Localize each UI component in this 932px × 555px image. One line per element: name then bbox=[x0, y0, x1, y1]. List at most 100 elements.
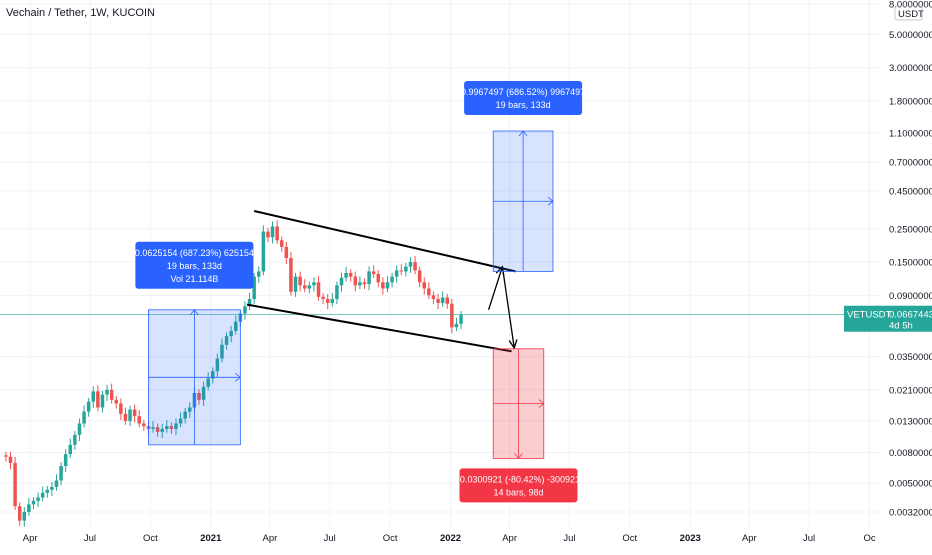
candle-body bbox=[275, 226, 279, 241]
candle-body bbox=[339, 277, 344, 286]
measure-first-label-bg bbox=[135, 241, 254, 289]
candle-body bbox=[321, 296, 325, 300]
time-tick-label: Jul bbox=[563, 533, 575, 544]
candle-body bbox=[211, 371, 215, 379]
candle-body bbox=[459, 314, 463, 324]
candle-body bbox=[197, 392, 201, 400]
candle-body bbox=[307, 285, 312, 289]
candle-body bbox=[17, 506, 22, 521]
candle-body bbox=[445, 297, 449, 304]
currency-box bbox=[894, 5, 923, 21]
candle-body bbox=[188, 407, 192, 412]
measure-up-label-line: 0.9967497 (686.52%) 9967497 bbox=[461, 87, 585, 97]
candle-body bbox=[224, 336, 229, 345]
measure-up-label-bg bbox=[464, 81, 583, 116]
candle-body bbox=[279, 240, 284, 247]
candle-body bbox=[399, 270, 404, 272]
chart-title: Vechain / Tether, 1W, KUCOIN bbox=[6, 7, 155, 19]
candle-body bbox=[128, 409, 132, 421]
candle-body bbox=[298, 276, 302, 286]
candle-body bbox=[302, 285, 307, 289]
candle-body bbox=[344, 272, 348, 278]
candle-body bbox=[394, 270, 399, 277]
candle-body bbox=[160, 428, 164, 432]
last-price-countdown: 4d 5h bbox=[889, 321, 913, 332]
candle-body bbox=[390, 276, 394, 283]
price-tick-label: 0.4500000 bbox=[889, 186, 932, 197]
candle-body bbox=[215, 358, 220, 372]
currency-label: USDT bbox=[898, 9, 924, 20]
measure-up-varrow bbox=[518, 130, 528, 137]
price-tick-label: 0.0130000 bbox=[889, 416, 932, 427]
candle-body bbox=[408, 262, 413, 267]
measure-down-harrow bbox=[538, 399, 545, 408]
candle-body bbox=[4, 455, 8, 457]
candle-body bbox=[100, 394, 105, 408]
time-axis[interactable]: Apr Jul Oct 2021 Apr Jul Oct 2022 Apr Jul Oct 2023 A… bbox=[0, 528, 932, 550]
candle-body bbox=[132, 409, 137, 417]
channel-upper-line bbox=[253, 209, 516, 273]
projection-arrow-down bbox=[501, 266, 515, 349]
channel-lower-line bbox=[246, 303, 512, 353]
candle-body bbox=[431, 295, 436, 300]
candle-body bbox=[63, 454, 68, 466]
candle-body bbox=[45, 489, 50, 493]
candle-body bbox=[183, 411, 187, 419]
measure-up-label-line: 19 bars, 133d bbox=[496, 100, 551, 110]
last-price-symbol: VETUSDT bbox=[847, 310, 892, 321]
candle-body bbox=[40, 492, 45, 498]
time-tick-label: 2023 bbox=[680, 533, 701, 544]
candle-body bbox=[109, 389, 114, 400]
candle-body bbox=[86, 401, 91, 412]
candle-body bbox=[137, 416, 141, 424]
candle-body bbox=[312, 282, 316, 286]
candle-body bbox=[31, 500, 36, 505]
time-tick-label: Oct bbox=[143, 533, 158, 544]
candle-body bbox=[330, 299, 335, 303]
candle-body bbox=[105, 389, 109, 395]
grid bbox=[0, 0, 882, 528]
candle-body bbox=[266, 231, 270, 238]
price-tick-label: 8.0000000 bbox=[889, 0, 932, 10]
candle-body bbox=[155, 427, 160, 432]
candle-body bbox=[22, 511, 27, 521]
price-axis[interactable]: 8.0000000 5.0000000 3.0000000 1.8000000 1.10… bbox=[844, 0, 932, 528]
price-tick-label: 3.0000000 bbox=[889, 63, 932, 74]
price-tick-label: 0.0080000 bbox=[889, 448, 932, 459]
candle-body bbox=[362, 282, 367, 285]
time-tick-label: Jul bbox=[84, 533, 96, 544]
candle-body bbox=[404, 266, 408, 272]
time-tick-label: Oct bbox=[383, 533, 398, 544]
candle-body bbox=[201, 386, 206, 400]
candle-body bbox=[174, 423, 178, 429]
candle-body bbox=[436, 299, 440, 303]
projection-arrow-up bbox=[487, 266, 504, 311]
measure-first-harrow bbox=[235, 373, 242, 382]
candle-body bbox=[13, 463, 17, 507]
time-tick-label: Jul bbox=[803, 533, 815, 544]
price-tick-label: 1.1000000 bbox=[889, 128, 932, 139]
measure-down-label-line: 14 bars, 98d bbox=[493, 487, 543, 497]
measure-down-label-line: -0.0300921 (-80.42%) -300921 bbox=[457, 474, 580, 484]
time-tick-label: Oc bbox=[863, 533, 875, 544]
candle-body bbox=[257, 271, 261, 277]
time-tick-label: Oct bbox=[622, 533, 637, 544]
trendlines bbox=[246, 209, 518, 353]
time-tick-label: Jul bbox=[324, 533, 336, 544]
price-tick-label: 0.7000000 bbox=[889, 158, 932, 169]
projection-arrow-down-head bbox=[508, 339, 518, 350]
candle-body bbox=[261, 231, 266, 272]
candle-body bbox=[229, 330, 233, 337]
candle-body bbox=[77, 423, 82, 435]
candle-body bbox=[8, 456, 13, 464]
candle-body bbox=[422, 282, 427, 289]
price-axis-bg bbox=[882, 0, 932, 528]
candle-body bbox=[270, 226, 275, 238]
candle-body bbox=[381, 282, 385, 289]
price-tick-label: 0.0210000 bbox=[889, 385, 932, 396]
candle-body bbox=[284, 246, 289, 258]
price-tick-label: 1.8000000 bbox=[889, 96, 932, 107]
candle-body bbox=[96, 391, 100, 408]
